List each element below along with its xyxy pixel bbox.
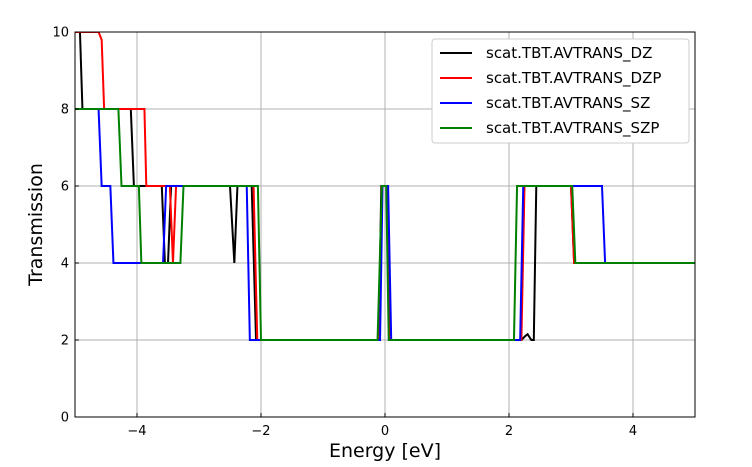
series-line-3 (75, 108, 695, 341)
x-tick-label: 2 (505, 424, 513, 439)
x-axis-label: Energy [eV] (329, 440, 441, 462)
x-tick-label: −4 (127, 424, 146, 439)
y-tick-label: 8 (61, 103, 69, 118)
x-tick-label: −2 (251, 424, 270, 439)
y-tick-label: 10 (52, 26, 69, 41)
series-group (75, 32, 695, 341)
x-tick-label: 0 (381, 424, 389, 439)
legend: scat.TBT.AVTRANS_DZ scat.TBT.AVTRANS_DZPs… (431, 38, 690, 144)
y-tick-label: 6 (61, 180, 69, 195)
legend-entry-0: scat.TBT.AVTRANS_DZ (486, 44, 652, 63)
legend-entry-1: scat.TBT.AVTRANS_DZP (486, 69, 661, 88)
y-tick-labels: 0 2 4 6 8 10 (52, 26, 69, 426)
y-axis-label: Transmission (25, 163, 47, 287)
legend-entry-3: scat.TBT.AVTRANS_SZP (486, 119, 659, 138)
legend-entry-2: scat.TBT.AVTRANS_SZ (486, 94, 650, 113)
x-tick-labels: −4 −2 0 2 4 (127, 424, 637, 439)
ticks (75, 31, 634, 418)
y-tick-label: 4 (61, 257, 69, 272)
y-tick-label: 0 (61, 411, 69, 426)
legend-box (431, 38, 690, 144)
x-tick-label: 4 (629, 424, 637, 439)
y-tick-label: 2 (61, 334, 69, 349)
